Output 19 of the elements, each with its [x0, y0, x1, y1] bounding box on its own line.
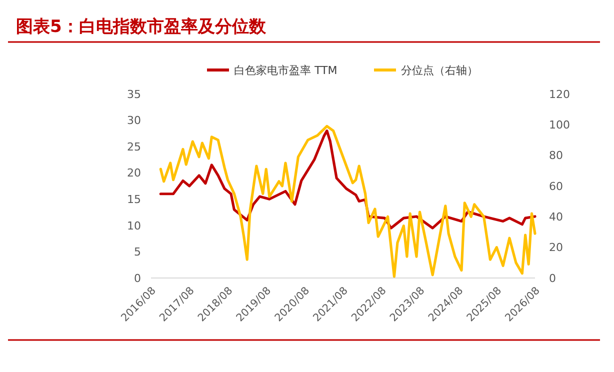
- y2-tick-label: 100: [549, 118, 570, 132]
- y2-tick-label: 0: [549, 272, 556, 285]
- y2-tick-label: 40: [549, 210, 563, 224]
- y2-tick-label: 120: [549, 88, 570, 101]
- y2-tick-label: 80: [549, 149, 563, 162]
- y-tick-label: 15: [127, 192, 141, 206]
- y-tick-label: 30: [127, 114, 141, 128]
- line-series: [159, 124, 536, 278]
- y-tick-label: 0: [134, 272, 141, 285]
- y2-tick-label: 60: [549, 180, 563, 193]
- y-tick-label: 20: [127, 166, 141, 180]
- y-tick-label: 35: [127, 88, 141, 101]
- y-tick-label: 25: [127, 140, 141, 154]
- legend-label: 白色家电市盈率 TTM: [234, 64, 338, 77]
- y-tick-label: 5: [134, 246, 141, 259]
- y2-tick-label: 20: [549, 241, 563, 254]
- legend-label: 分位点（右轴）: [401, 64, 478, 77]
- chart-title: 图表5：白电指数市盈率及分位数: [16, 17, 267, 37]
- y-tick-label: 10: [127, 219, 141, 232]
